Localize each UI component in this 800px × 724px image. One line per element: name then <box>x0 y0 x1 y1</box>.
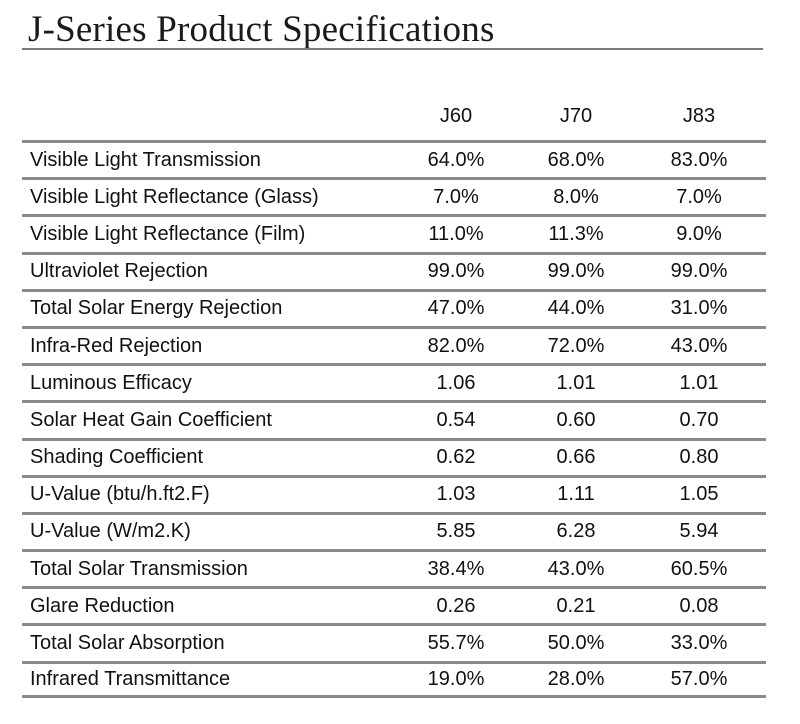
row-label: Visible Light Reflectance (Glass) <box>30 185 319 208</box>
row-label: Luminous Efficacy <box>30 371 192 394</box>
cell-j60: 19.0% <box>427 667 485 690</box>
table-row: Shading Coefficient 0.62 0.66 0.80 <box>22 437 766 475</box>
cell-j83: 1.01 <box>679 371 719 394</box>
cell-j70: 6.28 <box>556 520 596 543</box>
cell-j83: 0.70 <box>679 408 719 431</box>
cell-j70: 43.0% <box>547 557 605 580</box>
row-label: U-Value (W/m2.K) <box>30 520 191 543</box>
cell-j83: 9.0% <box>676 222 722 245</box>
cell-j70: 68.0% <box>547 148 605 171</box>
cell-j60: 7.0% <box>433 185 479 208</box>
row-label: Total Solar Transmission <box>30 557 248 580</box>
spec-table: J60 J70 J83 Visible Light Transmission 6… <box>22 92 766 698</box>
cell-j60: 64.0% <box>427 148 485 171</box>
cell-j60: 5.85 <box>436 520 476 543</box>
cell-j70: 0.66 <box>556 446 596 469</box>
row-label: Total Solar Energy Rejection <box>30 297 283 320</box>
cell-j60: 99.0% <box>427 260 485 283</box>
table-row: Glare Reduction 0.26 0.21 0.08 <box>22 586 766 623</box>
row-label: Visible Light Transmission <box>30 148 261 171</box>
table-row: Total Solar Energy Rejection 47.0% 44.0%… <box>22 288 766 326</box>
cell-j83: 5.94 <box>679 520 719 543</box>
row-label: Visible Light Reflectance (Film) <box>30 222 306 245</box>
cell-j83: 31.0% <box>670 297 728 320</box>
row-label: Infrared Transmittance <box>30 667 231 690</box>
table-row: U-Value (W/m2.K) 5.85 6.28 5.94 <box>22 511 766 549</box>
table-row: Luminous Efficacy 1.06 1.01 1.01 <box>22 363 766 400</box>
cell-j70: 44.0% <box>547 297 605 320</box>
cell-j60: 0.26 <box>436 594 476 617</box>
table-row: Total Solar Absorption 55.7% 50.0% 33.0% <box>22 623 766 660</box>
cell-j83: 60.5% <box>670 557 728 580</box>
page-title: J-Series Product Specifications <box>28 9 495 50</box>
table-row: U-Value (btu/h.ft2.F) 1.03 1.11 1.05 <box>22 474 766 512</box>
cell-j60: 11.0% <box>428 222 484 245</box>
cell-j60: 38.4% <box>427 557 485 580</box>
cell-j60: 0.54 <box>436 408 476 431</box>
cell-j60: 55.7% <box>427 632 485 655</box>
cell-j83: 0.08 <box>679 594 719 617</box>
cell-j60: 82.0% <box>427 334 485 357</box>
cell-j70: 1.11 <box>557 483 595 506</box>
column-header-j83: J83 <box>682 104 716 127</box>
row-label: U-Value (btu/h.ft2.F) <box>30 483 210 506</box>
cell-j83: 43.0% <box>670 334 728 357</box>
column-header-j60: J60 <box>439 104 473 127</box>
cell-j70: 28.0% <box>547 667 605 690</box>
cell-j60: 47.0% <box>427 297 485 320</box>
cell-j60: 1.03 <box>436 483 476 506</box>
cell-j83: 83.0% <box>670 148 728 171</box>
table-row: Infra-Red Rejection 82.0% 72.0% 43.0% <box>22 325 766 363</box>
table-header-row: J60 J70 J83 <box>22 92 766 140</box>
cell-j70: 50.0% <box>547 632 605 655</box>
cell-j60: 0.62 <box>436 446 476 469</box>
table-row: Visible Light Reflectance (Glass) 7.0% 8… <box>22 177 766 214</box>
table-row: Visible Light Transmission 64.0% 68.0% 8… <box>22 140 766 177</box>
table-row: Solar Heat Gain Coefficient 0.54 0.60 0.… <box>22 400 766 437</box>
row-label: Glare Reduction <box>30 594 175 617</box>
cell-j70: 11.3% <box>548 222 604 245</box>
row-label: Ultraviolet Rejection <box>30 260 208 283</box>
cell-j70: 0.60 <box>556 408 596 431</box>
row-label: Shading Coefficient <box>30 446 204 469</box>
cell-j83: 7.0% <box>676 185 722 208</box>
cell-j70: 1.01 <box>556 371 596 394</box>
table-row: Infrared Transmittance 19.0% 28.0% 57.0% <box>22 660 766 698</box>
cell-j83: 99.0% <box>670 260 728 283</box>
column-header-j70: J70 <box>559 104 593 127</box>
row-label: Infra-Red Rejection <box>30 334 203 357</box>
cell-j83: 0.80 <box>679 446 719 469</box>
cell-j70: 8.0% <box>553 185 599 208</box>
cell-j70: 99.0% <box>547 260 605 283</box>
table-row: Ultraviolet Rejection 99.0% 99.0% 99.0% <box>22 251 766 289</box>
cell-j83: 33.0% <box>670 632 728 655</box>
cell-j60: 1.06 <box>436 371 476 394</box>
title-underline <box>22 48 763 50</box>
row-label: Total Solar Absorption <box>30 632 225 655</box>
table-row: Total Solar Transmission 38.4% 43.0% 60.… <box>22 549 766 586</box>
row-label: Solar Heat Gain Coefficient <box>30 408 272 431</box>
cell-j70: 0.21 <box>556 594 596 617</box>
table-row: Visible Light Reflectance (Film) 11.0% 1… <box>22 214 766 251</box>
cell-j70: 72.0% <box>547 334 605 357</box>
cell-j83: 1.05 <box>679 483 719 506</box>
cell-j83: 57.0% <box>670 667 728 690</box>
